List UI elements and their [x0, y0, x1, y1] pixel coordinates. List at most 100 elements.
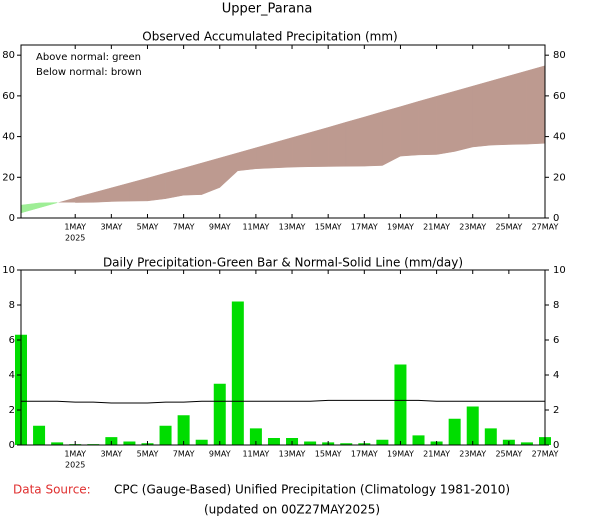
x-tick-label: 19MAY	[387, 223, 414, 232]
area-segment	[364, 111, 383, 167]
x-tick-label: 23MAY	[459, 450, 486, 459]
area-segment	[237, 147, 257, 172]
y-tick-label: 8	[553, 300, 559, 311]
x-tick-label: 15MAY	[315, 223, 342, 232]
bar	[51, 442, 64, 445]
x-tick-label: 11MAY	[242, 223, 269, 232]
area-segment	[345, 116, 365, 167]
x-tick-label: 21MAY	[423, 223, 450, 232]
x-tick-label: 17MAY	[351, 223, 378, 232]
annotation: Below normal: brown	[36, 67, 142, 78]
area-segment	[201, 157, 221, 195]
y-tick-label: 2	[553, 405, 559, 416]
area-segment	[129, 177, 148, 202]
chart-title: Observed Accumulated Precipitation (mm)	[142, 30, 397, 44]
source-label: Data Source:	[13, 483, 91, 497]
bar	[520, 442, 533, 445]
area-segment	[255, 142, 275, 170]
y-tick-label: 10	[553, 265, 566, 276]
y-tick-label: 6	[553, 335, 559, 346]
area-segment	[382, 106, 401, 166]
x-tick-label: 25MAY	[495, 223, 522, 232]
y-tick-label: 6	[9, 335, 15, 346]
x-tick-label: 11MAY	[242, 450, 269, 459]
y-tick-label: 4	[9, 370, 15, 381]
x-tick-label: 21MAY	[423, 450, 450, 459]
area-segment	[147, 172, 166, 202]
x-tick-label: 13MAY	[279, 450, 306, 459]
bar	[231, 301, 244, 445]
x-tick-label: 27MAY	[532, 450, 559, 459]
area-segment	[20, 202, 40, 214]
area-segment	[490, 75, 510, 146]
x-tick-label: 17MAY	[351, 450, 378, 459]
area-segment	[508, 70, 528, 145]
bar	[249, 428, 262, 445]
bar	[177, 415, 190, 445]
bar	[123, 441, 136, 445]
x-tick-label: 3MAY	[100, 450, 122, 459]
y-tick-label: 10	[2, 265, 15, 276]
y-tick-label: 40	[2, 132, 15, 143]
bar	[394, 364, 407, 445]
source: CPC (Gauge-Based) Unified Precipitation …	[114, 483, 510, 497]
annotation: Above normal: green	[36, 52, 141, 63]
plot-frame	[20, 44, 546, 219]
x-tick-label: 1MAY	[64, 223, 86, 232]
area-segment	[183, 162, 202, 196]
area-segment	[327, 121, 347, 167]
x-year-label: 2025	[65, 234, 85, 243]
x-tick-label: 25MAY	[495, 450, 522, 459]
x-tick-label: 9MAY	[209, 223, 231, 232]
x-tick-label: 5MAY	[137, 450, 159, 459]
bar	[340, 443, 353, 445]
y-tick-label: 4	[553, 370, 559, 381]
bar	[33, 425, 46, 445]
chart-title: Daily Precipitation-Green Bar & Normal-S…	[103, 256, 463, 270]
y-tick-label: 20	[553, 172, 566, 183]
plot-frame	[20, 269, 546, 446]
area-segment	[436, 90, 455, 155]
x-tick-label: 13MAY	[279, 223, 306, 232]
bar	[304, 441, 317, 445]
area-segment	[38, 202, 58, 209]
bar	[376, 439, 389, 445]
x-tick-label: 15MAY	[315, 450, 342, 459]
y-tick-label: 0	[9, 213, 15, 224]
area-segment	[400, 101, 419, 157]
x-tick-label: 3MAY	[100, 223, 122, 232]
area-segment	[165, 167, 184, 199]
bar	[195, 439, 208, 445]
normal-line	[21, 399, 545, 404]
area-segment	[309, 127, 329, 167]
y-tick-label: 0	[9, 440, 15, 451]
area-segment	[57, 197, 76, 203]
x-tick-label: 19MAY	[387, 450, 414, 459]
area-segment	[454, 85, 473, 152]
bar	[448, 418, 461, 445]
y-tick-label: 80	[2, 50, 15, 61]
y-tick-label: 8	[9, 300, 15, 311]
area-segment	[526, 65, 546, 145]
x-tick-label: 5MAY	[137, 223, 159, 232]
bar	[213, 383, 226, 445]
y-tick-label: 40	[553, 132, 566, 143]
area-segment	[291, 132, 311, 168]
y-tick-label: 60	[553, 91, 566, 102]
area-segment	[219, 152, 239, 189]
page-title: Upper_Parana	[222, 2, 313, 17]
area-segment	[111, 182, 130, 202]
bar	[466, 406, 479, 445]
x-tick-label: 23MAY	[459, 223, 486, 232]
updated: (updated on 00Z27MAY2025)	[204, 503, 380, 517]
y-tick-label: 80	[553, 50, 566, 61]
bar	[159, 425, 172, 445]
area-segment	[273, 137, 293, 169]
y-tick-label: 60	[2, 91, 15, 102]
area-segment	[74, 192, 94, 203]
x-tick-label: 1MAY	[64, 450, 86, 459]
y-tick-label: 0	[553, 213, 559, 224]
y-tick-label: 20	[2, 172, 15, 183]
x-tick-label: 27MAY	[532, 223, 559, 232]
